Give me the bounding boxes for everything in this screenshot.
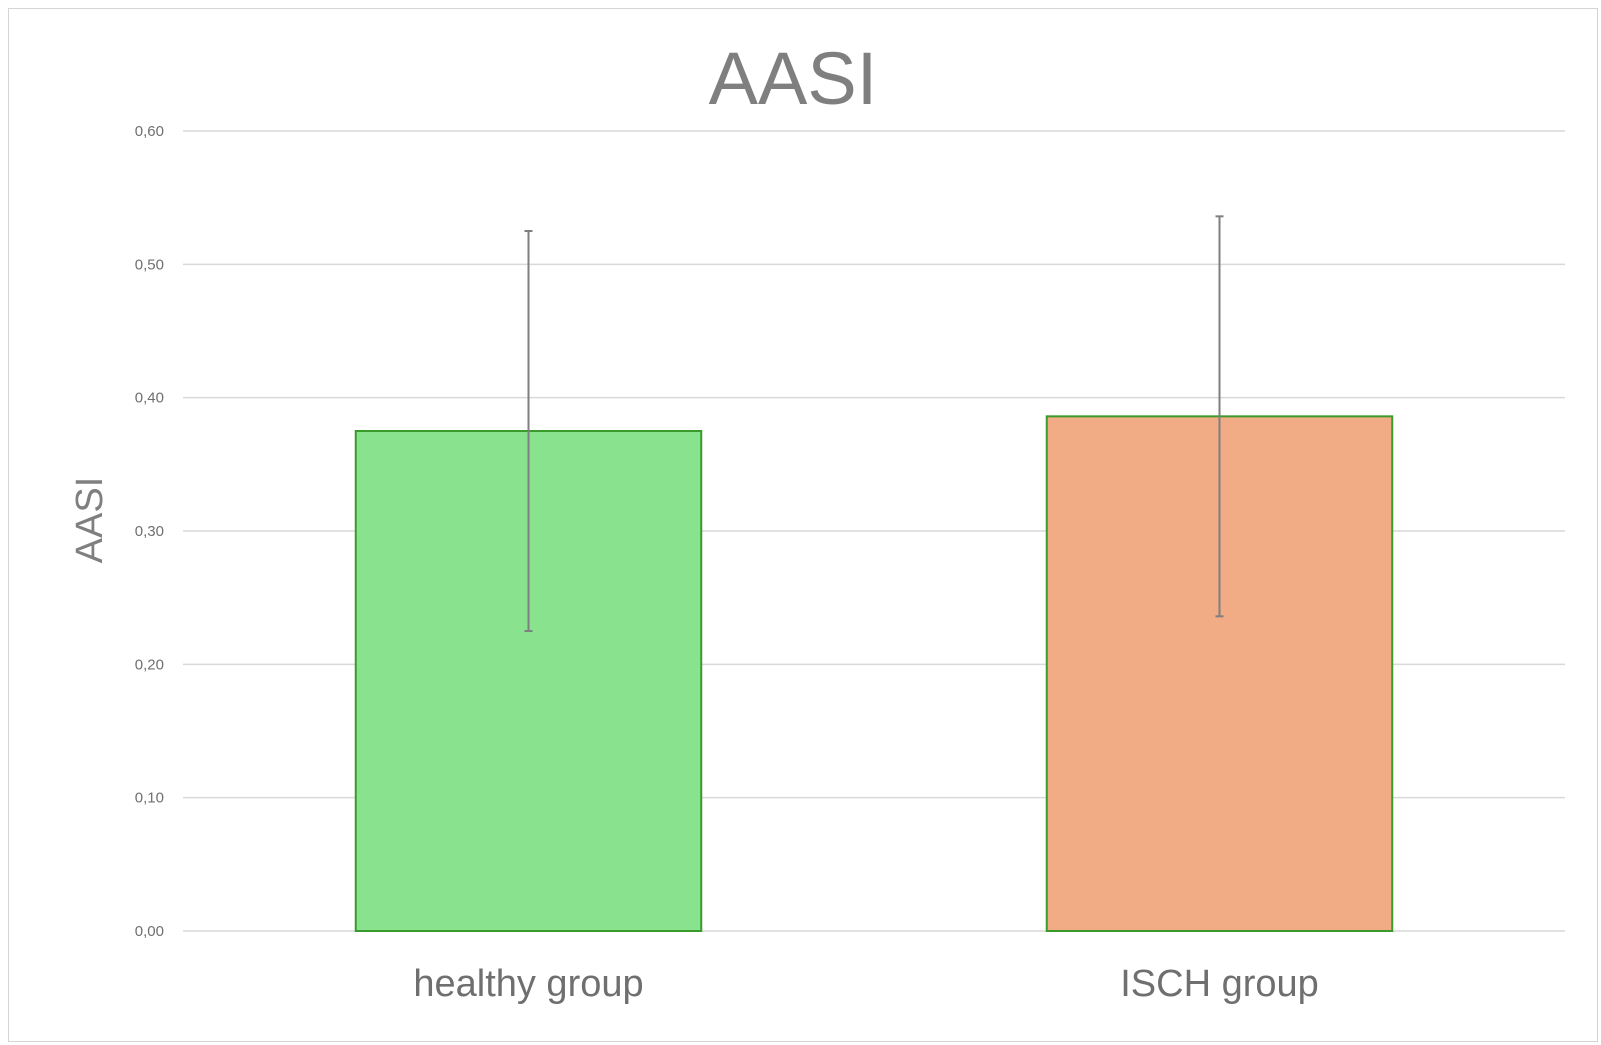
y-axis-label: AASI <box>69 477 111 564</box>
error-bars <box>524 215 1224 632</box>
chart-title: AASI <box>709 37 878 120</box>
x-category-label: ISCH group <box>1120 963 1319 1005</box>
y-tick-label: 0,50 <box>135 256 164 273</box>
bars <box>354 415 1394 933</box>
error-bar <box>524 230 533 632</box>
y-tick-label: 0,60 <box>135 123 164 140</box>
y-tick-label: 0,20 <box>135 656 164 673</box>
x-axis-categories: healthy group ISCH group <box>413 963 1318 1005</box>
y-tick-label: 0,40 <box>135 390 164 407</box>
error-bar <box>1215 215 1224 618</box>
x-category-label: healthy group <box>413 963 643 1005</box>
y-tick-label: 0,30 <box>135 523 164 540</box>
y-axis-ticks: 0,00 0,10 0,20 0,30 0,40 0,50 0,60 <box>135 123 164 940</box>
y-tick-label: 0,10 <box>135 790 164 807</box>
y-tick-label: 0,00 <box>135 923 164 940</box>
